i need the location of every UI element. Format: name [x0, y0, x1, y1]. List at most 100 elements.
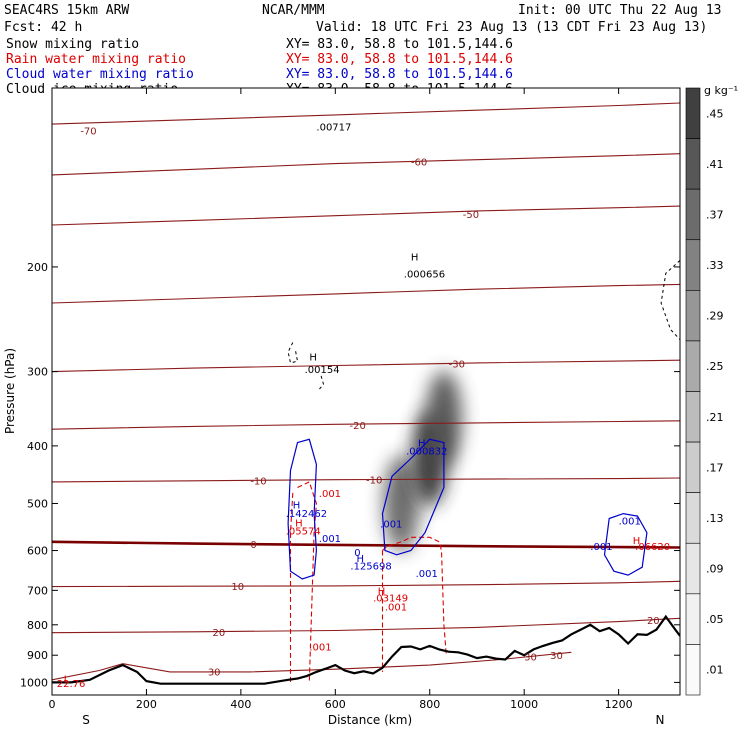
isotherm-label: -10 [250, 476, 266, 487]
rain-water-label: .001 [385, 602, 407, 613]
rain-water-label: .001 [319, 489, 341, 500]
y-tick-label: 200 [27, 261, 48, 274]
plot-frame [51, 87, 681, 696]
rain-water-contour [382, 536, 447, 656]
cloud-water-label: H [418, 439, 426, 450]
init-time: Init: 00 UTC Thu 22 Aug 13 [518, 3, 722, 18]
rain-water-label: L [64, 675, 70, 686]
cloud-water-label: .001 [590, 542, 612, 553]
rain-water-label: H [633, 536, 641, 547]
valid-time: Valid: 18 UTC Fri 23 Aug 13 (13 CDT Fri … [316, 20, 707, 35]
rain-water-label: .06620 [635, 542, 670, 553]
colorbar-swatch [685, 290, 701, 342]
colorbar-swatch [685, 644, 701, 696]
y-tick-label: 300 [27, 366, 48, 379]
colorbar-label: .09 [706, 563, 724, 576]
colorbar-swatch [685, 138, 701, 190]
colorbar-label: .45 [706, 107, 724, 120]
colorbar-label: .21 [706, 411, 724, 424]
isotherm-label: -10 [366, 476, 382, 487]
isotherm-line [52, 283, 680, 304]
isotherm-label: -70 [80, 127, 96, 138]
colorbar: g kg⁻¹ .45 .41 .37 .33 .29 .25 .21 .17 .13 .09 .05… [685, 84, 738, 696]
legend-snow-xy: XY= 83.0, 58.8 to 101.5,144.6 [286, 37, 513, 52]
cloud-water-label: 0 [354, 548, 360, 559]
y-tick-label: 400 [27, 440, 48, 453]
isotherm-label: -60 [411, 158, 427, 169]
isotherm-line [52, 420, 680, 430]
rain-water-label: H [378, 586, 386, 597]
isotherm-line [52, 617, 680, 634]
y-tick-label: 600 [27, 545, 48, 558]
cloud-ice-contour [660, 260, 680, 340]
colorbar-swatch [685, 188, 701, 241]
cloud-water-contour [287, 438, 318, 580]
cloud-ice-contour [287, 342, 299, 364]
colorbar-swatch [685, 391, 701, 443]
isotherm-label: 30 [524, 653, 537, 664]
end-label-south: S [82, 713, 90, 727]
colorbar-label: .25 [706, 360, 724, 373]
cloud-water-label: .142462 [286, 509, 327, 520]
colorbar-swatch [685, 542, 701, 595]
isotherm-label: 0 [250, 540, 256, 551]
x-axis-label: Distance (km) [328, 713, 412, 727]
cloud-water-label: .125698 [350, 562, 391, 573]
legend-cloud-water-xy: XY= 83.0, 58.8 to 101.5,144.6 [286, 67, 513, 82]
rain-water-label: 22.76 [57, 679, 86, 690]
isotherm-label: -20 [349, 421, 365, 432]
cloud-water-label: .001 [380, 519, 402, 530]
cloud-ice-label: H [411, 252, 419, 263]
rain-water-label: H [295, 518, 303, 529]
rain-water-label: .05574 [286, 526, 321, 537]
rain-water-contour [289, 492, 294, 683]
isotherm-label: -50 [463, 210, 479, 221]
rain-water-contours [289, 481, 447, 683]
legend-rain-name: Rain water mixing ratio [6, 52, 186, 67]
org-label: NCAR/MMM [262, 3, 325, 18]
colorbar-swatch [685, 593, 701, 645]
axes: 0 200 400 600 800 1000 12002003004005006007008… [20, 88, 680, 711]
snow-maximum [425, 370, 462, 467]
legend-rain-xy: XY= 83.0, 58.8 to 101.5,144.6 [286, 52, 513, 67]
rain-water-label: .03149 [373, 594, 408, 605]
colorbar-label: .41 [706, 158, 724, 171]
isotherm-line [52, 359, 680, 373]
y-tick-label: 800 [27, 619, 48, 632]
cloud-water-label: H [357, 554, 365, 565]
colorbar-unit: g kg⁻¹ [704, 84, 738, 97]
isotherm-label: 30 [208, 667, 221, 678]
isotherm-line [52, 651, 572, 681]
cloud-ice-label: .00154 [305, 365, 340, 376]
y-tick-label: 900 [27, 649, 48, 662]
isotherm-label: 20 [647, 616, 660, 627]
cloud-water-contours [287, 438, 648, 580]
x-tick-label: 400 [230, 698, 251, 711]
colorbar-swatch [685, 492, 701, 544]
cloud-water-label: .001 [319, 534, 341, 545]
cloud-water-label: .001 [619, 516, 641, 527]
colorbar-swatch [685, 441, 701, 493]
cloud-ice-contour [318, 375, 325, 391]
x-tick-label: 1200 [605, 698, 633, 711]
rain-water-label: .001 [309, 642, 331, 653]
x-tick-label: 0 [49, 698, 56, 711]
freezing-level-isotherm [52, 540, 680, 549]
cloud-water-contour [603, 512, 648, 576]
colorbar-swatch [685, 87, 701, 139]
cloud-ice-contours [287, 260, 680, 391]
y-tick-label: 500 [27, 497, 48, 510]
cloud-ice-label: .00717 [316, 122, 351, 133]
colorbar-label: .13 [706, 512, 724, 525]
rain-water-contour [297, 481, 317, 683]
y-tick-label: 1000 [20, 676, 48, 689]
y-tick-label: 700 [27, 584, 48, 597]
colorbar-label: .33 [706, 259, 724, 272]
model-title: SEAC4RS 15km ARW [4, 3, 129, 18]
isotherm-label: 30 [550, 651, 563, 662]
forecast-hour: Fcst: 42 h [4, 20, 82, 35]
cloud-water-label: .001 [416, 569, 438, 580]
isotherm-line [52, 580, 680, 588]
